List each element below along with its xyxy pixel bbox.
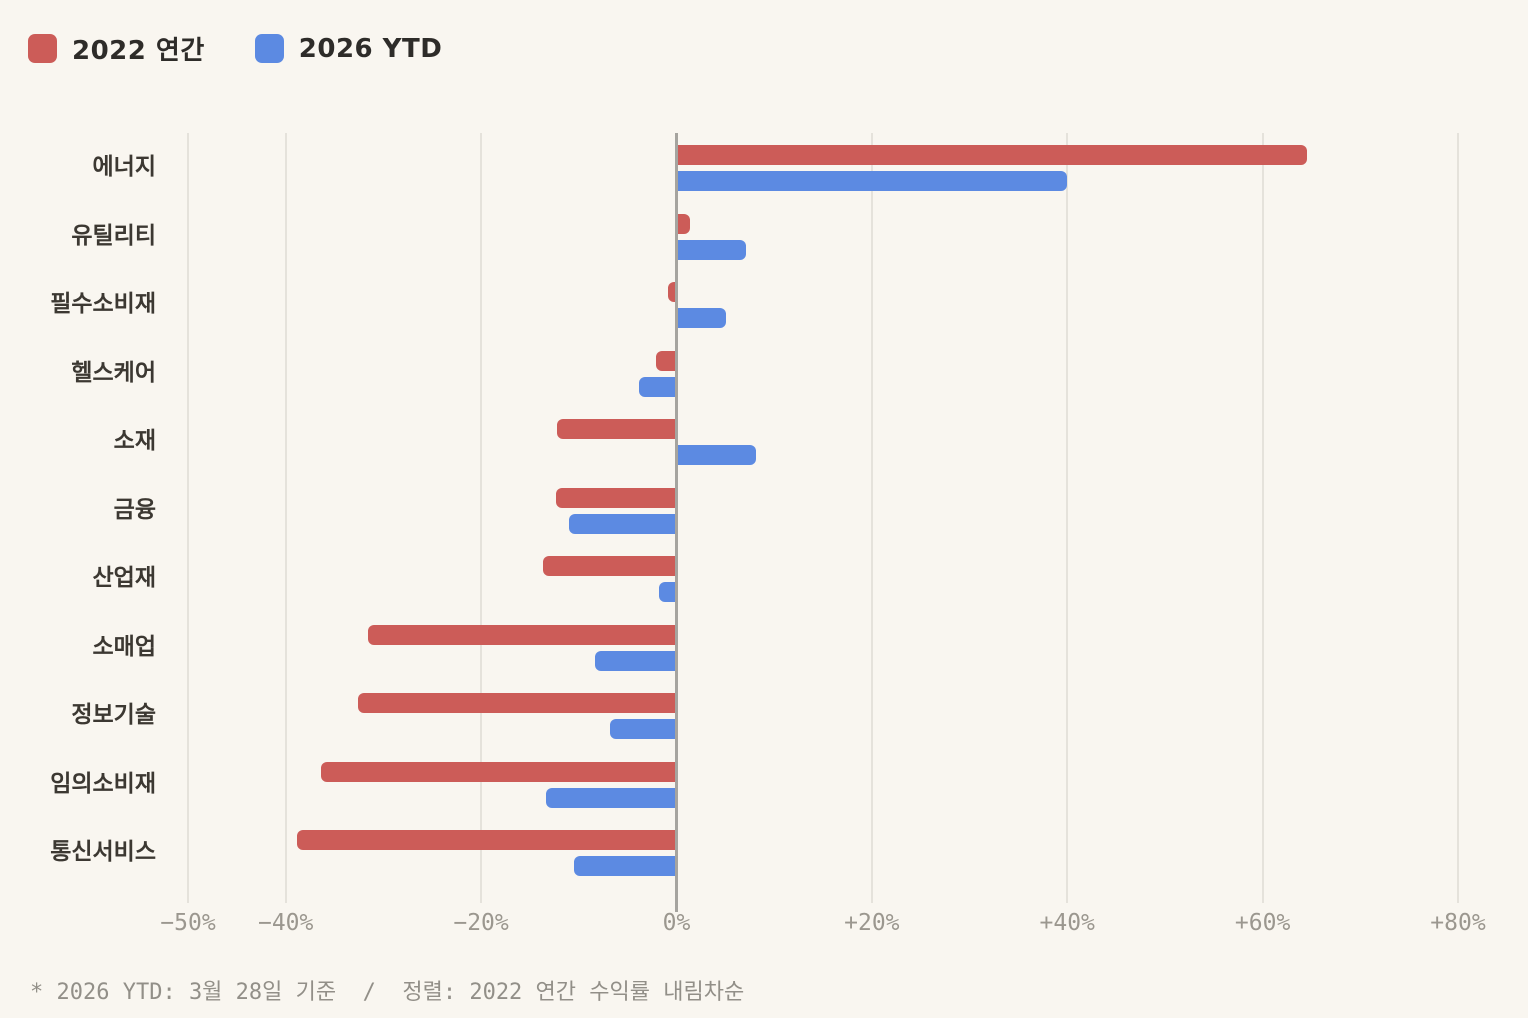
x-tick-label: +20%	[844, 910, 900, 936]
bar-2026	[573, 856, 677, 876]
chart-footnote: * 2026 YTD: 3월 28일 기준 / 정렬: 2022 연간 수익률 …	[30, 980, 745, 1005]
category-label: 유틸리티	[71, 222, 156, 249]
x-tick-label: −50%	[160, 910, 216, 936]
x-tick-label: +80%	[1430, 910, 1486, 936]
bar-2026	[658, 582, 677, 602]
category-label: 필수소비재	[50, 291, 156, 317]
plot-area	[187, 133, 1459, 912]
gridline	[187, 133, 189, 903]
bar-2022	[556, 487, 677, 508]
legend: 2022 연간 2026 YTD	[28, 30, 442, 67]
x-tick-label: −40%	[257, 910, 314, 936]
bar-2026	[676, 171, 1068, 191]
bar-2022	[297, 830, 677, 850]
category-label: 금융	[113, 496, 156, 523]
bar-2026	[639, 376, 677, 397]
bar-2022	[655, 350, 677, 371]
category-label: 에너지	[92, 154, 156, 180]
bar-2022	[557, 419, 677, 439]
category-label: 산업재	[92, 565, 156, 591]
bar-2022	[542, 556, 677, 576]
bar-2022	[676, 145, 1307, 165]
category-label: 임의소비재	[50, 770, 156, 797]
legend-label-2026: 2026 YTD	[298, 33, 443, 64]
bar-2026	[676, 445, 756, 465]
x-tick-label: +60%	[1234, 910, 1291, 936]
legend-item-2026: 2026 YTD	[254, 33, 443, 64]
bar-2022	[676, 213, 691, 234]
gridline	[480, 133, 483, 903]
category-label: 소매업	[92, 633, 156, 660]
x-tick-label: 0%	[662, 910, 691, 936]
x-tick-label: −20%	[453, 910, 509, 936]
gridline	[1261, 133, 1264, 903]
bar-2026	[610, 719, 677, 739]
bar-2026	[676, 239, 746, 260]
category-label: 통신서비스	[50, 839, 156, 865]
category-label: 소재	[113, 428, 156, 454]
category-label: 헬스케어	[71, 359, 156, 386]
legend-label-2022: 2022 연간	[72, 36, 205, 66]
bar-2026	[595, 650, 677, 671]
bar-2022	[667, 282, 677, 302]
legend-item-2022: 2022 연간	[28, 30, 205, 67]
zero-axis-line	[674, 133, 678, 912]
gridline	[1457, 133, 1459, 903]
bar-2022	[357, 693, 677, 713]
gridline	[870, 133, 873, 903]
category-label: 정보기술	[71, 702, 156, 728]
legend-swatch-2022	[28, 34, 57, 63]
bar-2022	[320, 761, 677, 782]
gridline	[284, 133, 287, 903]
bar-2026	[569, 513, 677, 534]
bar-2026	[676, 308, 727, 328]
legend-swatch-2026	[254, 34, 284, 63]
x-tick-label: +40%	[1039, 910, 1095, 936]
bar-2026	[545, 787, 677, 808]
gridline	[1066, 133, 1069, 903]
bar-2022	[367, 624, 677, 645]
